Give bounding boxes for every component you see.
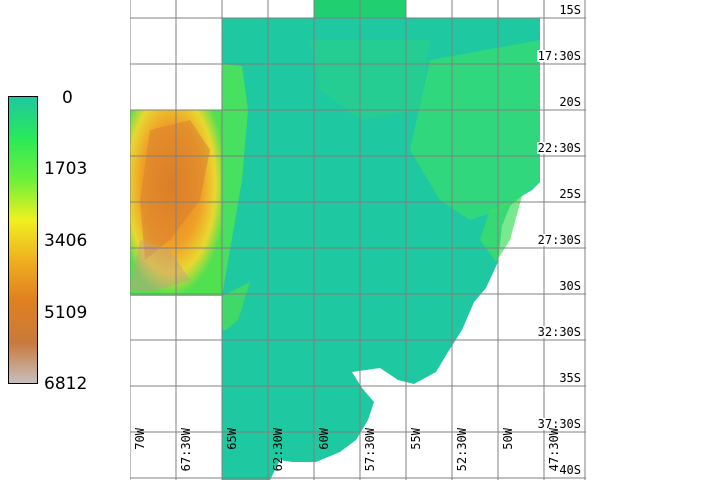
- elevation-map[interactable]: 15S 17:30S 20S 22:30S 25S 27:30S 30S 32:…: [130, 0, 586, 480]
- map-canvas: [130, 0, 586, 480]
- graticule: [130, 0, 586, 480]
- lon-label-50w: 50W: [501, 428, 515, 450]
- lat-label-35s: 35S: [558, 371, 582, 385]
- lon-label-55w: 55W: [409, 428, 423, 450]
- lon-label-70w: 70W: [133, 428, 147, 450]
- legend-tick-2: 3406: [44, 231, 88, 251]
- lat-label-37-30s: 37:30S: [536, 417, 582, 431]
- lat-label-22-30s: 22:30S: [536, 141, 582, 155]
- lat-label-30s: 30S: [558, 279, 582, 293]
- lat-label-27-30s: 27:30S: [536, 233, 582, 247]
- lon-label-52-30w: 52:30W: [455, 428, 469, 472]
- lon-label-62-30w: 62:30W: [271, 428, 285, 472]
- lat-label-25s: 25S: [558, 187, 582, 201]
- lat-label-40s: 40S: [558, 463, 582, 477]
- legend-tick-1: 1703: [44, 159, 88, 179]
- legend-tick-4: 6812: [44, 374, 88, 394]
- legend-tick-3: 5109: [44, 303, 88, 323]
- lat-label-17-30s: 17:30S: [536, 49, 582, 63]
- lon-label-57-30w: 57:30W: [363, 428, 377, 472]
- color-scale-bar: [8, 96, 38, 384]
- lat-label-32-30s: 32:30S: [536, 325, 582, 339]
- lon-label-47-30w: 47:30W: [547, 428, 561, 472]
- lat-label-20s: 20S: [558, 95, 582, 109]
- lon-label-60w: 60W: [317, 428, 331, 450]
- lat-label-15s: 15S: [558, 3, 582, 17]
- lon-label-67-30w: 67:30W: [179, 428, 193, 472]
- lon-label-65w: 65W: [225, 428, 239, 450]
- legend-tick-0: 0: [62, 88, 73, 108]
